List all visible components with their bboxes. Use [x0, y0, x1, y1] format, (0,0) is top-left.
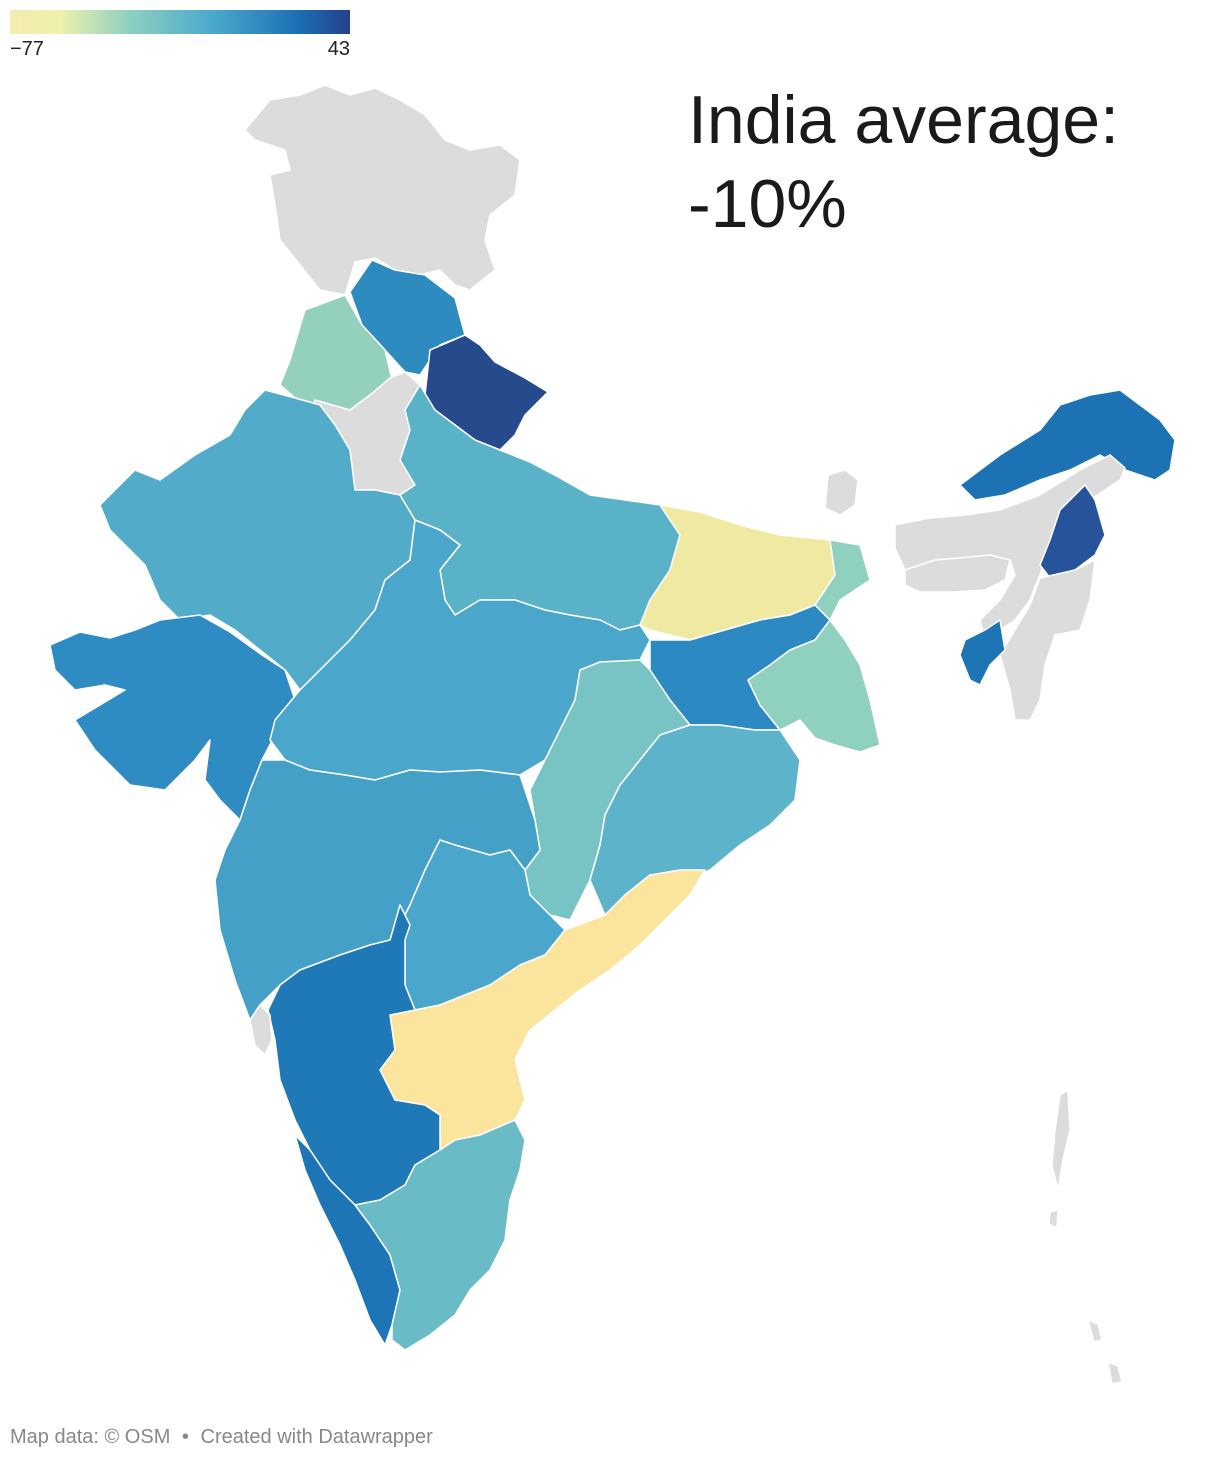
credit-separator: •	[181, 1426, 189, 1448]
india-choropleth-map: Jammu & Kashmir / Ladakh Himachal Prades…	[49, 84, 1176, 1385]
map-data-credit: Map data: © OSM	[10, 1426, 171, 1448]
legend-max-label: 43	[327, 38, 350, 60]
headline-line2: -10%	[688, 166, 847, 242]
region-meghalaya[interactable]: Meghalaya	[904, 554, 1011, 593]
region-jammu-kashmir[interactable]: Jammu & Kashmir / Ladakh	[244, 84, 521, 296]
region-nagaland[interactable]: Nagaland	[1039, 484, 1106, 579]
region-arunachal-pradesh[interactable]: Assam	[959, 389, 1176, 501]
map-credits: Map data: © OSM • Created with Datawrapp…	[10, 1426, 439, 1449]
region-manipur-mizoram[interactable]: Manipur / Mizoram	[999, 559, 1096, 721]
region-gujarat[interactable]: Gujarat	[49, 614, 296, 821]
datawrapper-credit: Created with Datawrapper	[200, 1426, 433, 1448]
india-average-annotation: India average: -10%	[688, 78, 1119, 246]
region-andaman-nicobar[interactable]: Andaman & Nicobar	[1048, 1089, 1123, 1385]
legend-min-label: −77	[10, 38, 44, 60]
legend-gradient-bar	[10, 10, 350, 34]
color-legend: −77 43	[10, 10, 350, 61]
region-sikkim[interactable]: Sikkim	[824, 469, 859, 516]
region-tamil-nadu[interactable]: Tamil Nadu	[354, 1119, 526, 1351]
region-karnataka[interactable]: Karnataka	[267, 904, 441, 1206]
region-rajasthan[interactable]: Rajasthan	[99, 389, 416, 691]
headline-line1: India average:	[688, 82, 1119, 158]
region-west-bengal[interactable]: West Bengal	[747, 539, 881, 753]
region-goa[interactable]: Goa	[249, 1004, 273, 1056]
region-tripura[interactable]: Tripura	[959, 619, 1006, 686]
